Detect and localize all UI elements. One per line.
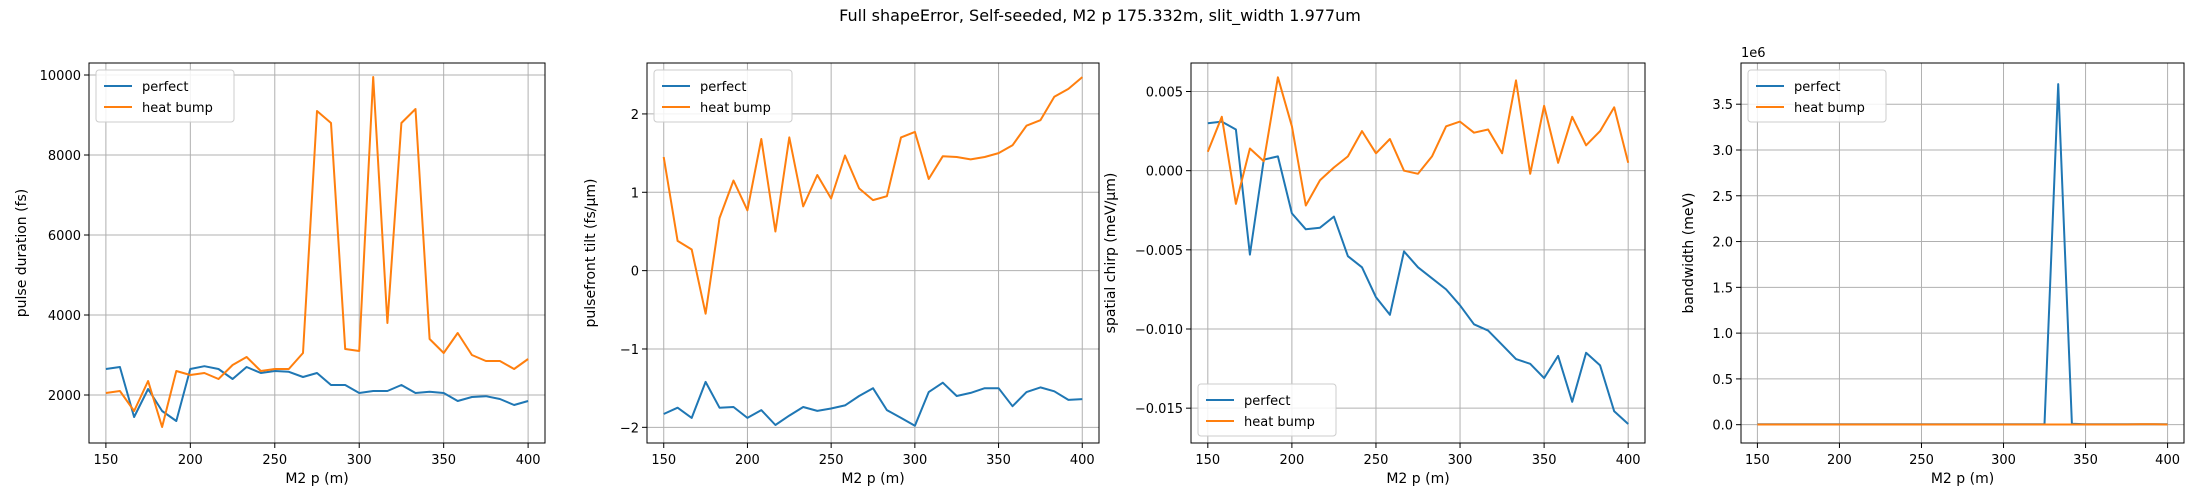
y-tick-label: 1 [631, 186, 639, 201]
axis-offset-label: 1e6 [1741, 46, 1766, 61]
legend: perfect heat bump [1747, 69, 1887, 123]
y-tick-label: 10000 [40, 69, 81, 84]
x-axis-label: M2 p (m) [1386, 471, 1449, 487]
y-tick-label: −0.015 [1135, 402, 1183, 417]
x-tick-label: 350 [1532, 453, 1557, 468]
y-tick-label: −0.010 [1135, 323, 1183, 338]
y-tick-label: −1 [620, 343, 639, 358]
x-tick-label: 150 [1745, 453, 1770, 468]
y-tick-label: 2 [631, 108, 639, 123]
y-tick-label: 2.0 [1712, 236, 1733, 251]
legend-label: perfect [1794, 80, 1840, 95]
y-tick-label: 0.5 [1712, 373, 1733, 388]
series-line-heat-bump [662, 76, 1083, 315]
x-tick-label: 200 [735, 453, 760, 468]
y-axis-label: bandwidth (meV) [1681, 192, 1697, 313]
y-tick-label: 1.5 [1712, 281, 1733, 296]
x-tick-label: 150 [651, 453, 676, 468]
series-line-perfect [1757, 83, 2168, 426]
series-line-heat-bump [105, 76, 529, 428]
figure-suptitle: Full shapeError, Self-seeded, M2 p 175.3… [839, 6, 1361, 26]
y-tick-label: 1.0 [1712, 327, 1733, 342]
legend-label: perfect [1244, 394, 1290, 409]
y-tick-label: 0.0 [1712, 419, 1733, 434]
legend-box [1747, 69, 1887, 123]
chart-1: 150 200 250 300 350 400 2000 4000 6000 8000 10000 M… [14, 62, 546, 487]
legend-label: heat bump [1244, 415, 1315, 430]
series-line-heat-bump [1206, 76, 1630, 207]
series-line-perfect [105, 365, 529, 422]
y-tick-label: −2 [620, 421, 639, 436]
legend-label: perfect [700, 80, 746, 95]
legend-box [653, 69, 793, 123]
x-tick-label: 300 [1991, 453, 2016, 468]
x-tick-label: 150 [1195, 453, 1220, 468]
x-tick-label: 250 [1909, 453, 1934, 468]
y-tick-label: 3.5 [1712, 98, 1733, 113]
y-tick-label: 0.000 [1146, 165, 1183, 180]
x-tick-label: 350 [431, 453, 456, 468]
x-tick-label: 400 [1616, 453, 1641, 468]
chart-4: 150 200 250 300 350 400 0.0 0.5 1.0 1.5 2.0 2.5 3.0 3… [1681, 46, 2185, 487]
axes-frame [646, 62, 1100, 444]
y-tick-label: 2.5 [1712, 190, 1733, 205]
legend-box [1197, 383, 1337, 437]
x-tick-label: 400 [1070, 453, 1095, 468]
legend: perfect heat bump [1197, 383, 1337, 437]
axes-frame [88, 62, 546, 444]
y-tick-label: 4000 [48, 309, 81, 324]
y-axis-label: pulsefront tilt (fs/μm) [583, 179, 599, 328]
y-axis-label: spatial chirp (meV/μm) [1103, 173, 1119, 334]
y-tick-label: 2000 [48, 389, 81, 404]
y-axis-label: pulse duration (fs) [14, 189, 30, 318]
legend-label: heat bump [142, 101, 213, 116]
x-tick-label: 250 [1364, 453, 1389, 468]
x-tick-label: 200 [178, 453, 203, 468]
x-tick-label: 400 [2155, 453, 2180, 468]
x-tick-label: 250 [262, 453, 287, 468]
legend-label: heat bump [700, 101, 771, 116]
series-line-perfect [663, 380, 1083, 427]
x-tick-label: 250 [819, 453, 844, 468]
axes-frame [1740, 62, 2185, 444]
axes-frame [1190, 62, 1646, 444]
x-tick-label: 400 [516, 453, 541, 468]
y-tick-label: 6000 [48, 229, 81, 244]
y-tick-label: 3.0 [1712, 144, 1733, 159]
series-line-perfect [1207, 120, 1629, 425]
y-tick-label: 0.005 [1146, 86, 1183, 101]
x-tick-label: 150 [93, 453, 118, 468]
x-axis-label: M2 p (m) [285, 471, 348, 487]
x-tick-label: 300 [902, 453, 927, 468]
chart-3: 150 200 250 300 350 400 −0.015 −0.010 −0.005 0.00… [1103, 62, 1646, 487]
chart-2: 150 200 250 300 350 400 −2 −1 0 1 2 M2 p (m) pulsefr… [583, 62, 1100, 487]
y-tick-label: 8000 [48, 149, 81, 164]
y-tick-label: −0.005 [1135, 244, 1183, 259]
y-tick-label: 0 [631, 265, 639, 280]
x-axis-label: M2 p (m) [841, 471, 904, 487]
legend: perfect heat bump [95, 69, 235, 123]
x-tick-label: 200 [1279, 453, 1304, 468]
legend: perfect heat bump [653, 69, 793, 123]
x-tick-label: 350 [986, 453, 1011, 468]
legend-label: heat bump [1794, 101, 1865, 116]
x-tick-label: 300 [347, 453, 372, 468]
x-axis-label: M2 p (m) [1931, 471, 1994, 487]
legend-label: perfect [142, 80, 188, 95]
x-tick-label: 300 [1448, 453, 1473, 468]
x-tick-label: 200 [1827, 453, 1852, 468]
x-tick-label: 350 [2073, 453, 2098, 468]
legend-box [95, 69, 235, 123]
